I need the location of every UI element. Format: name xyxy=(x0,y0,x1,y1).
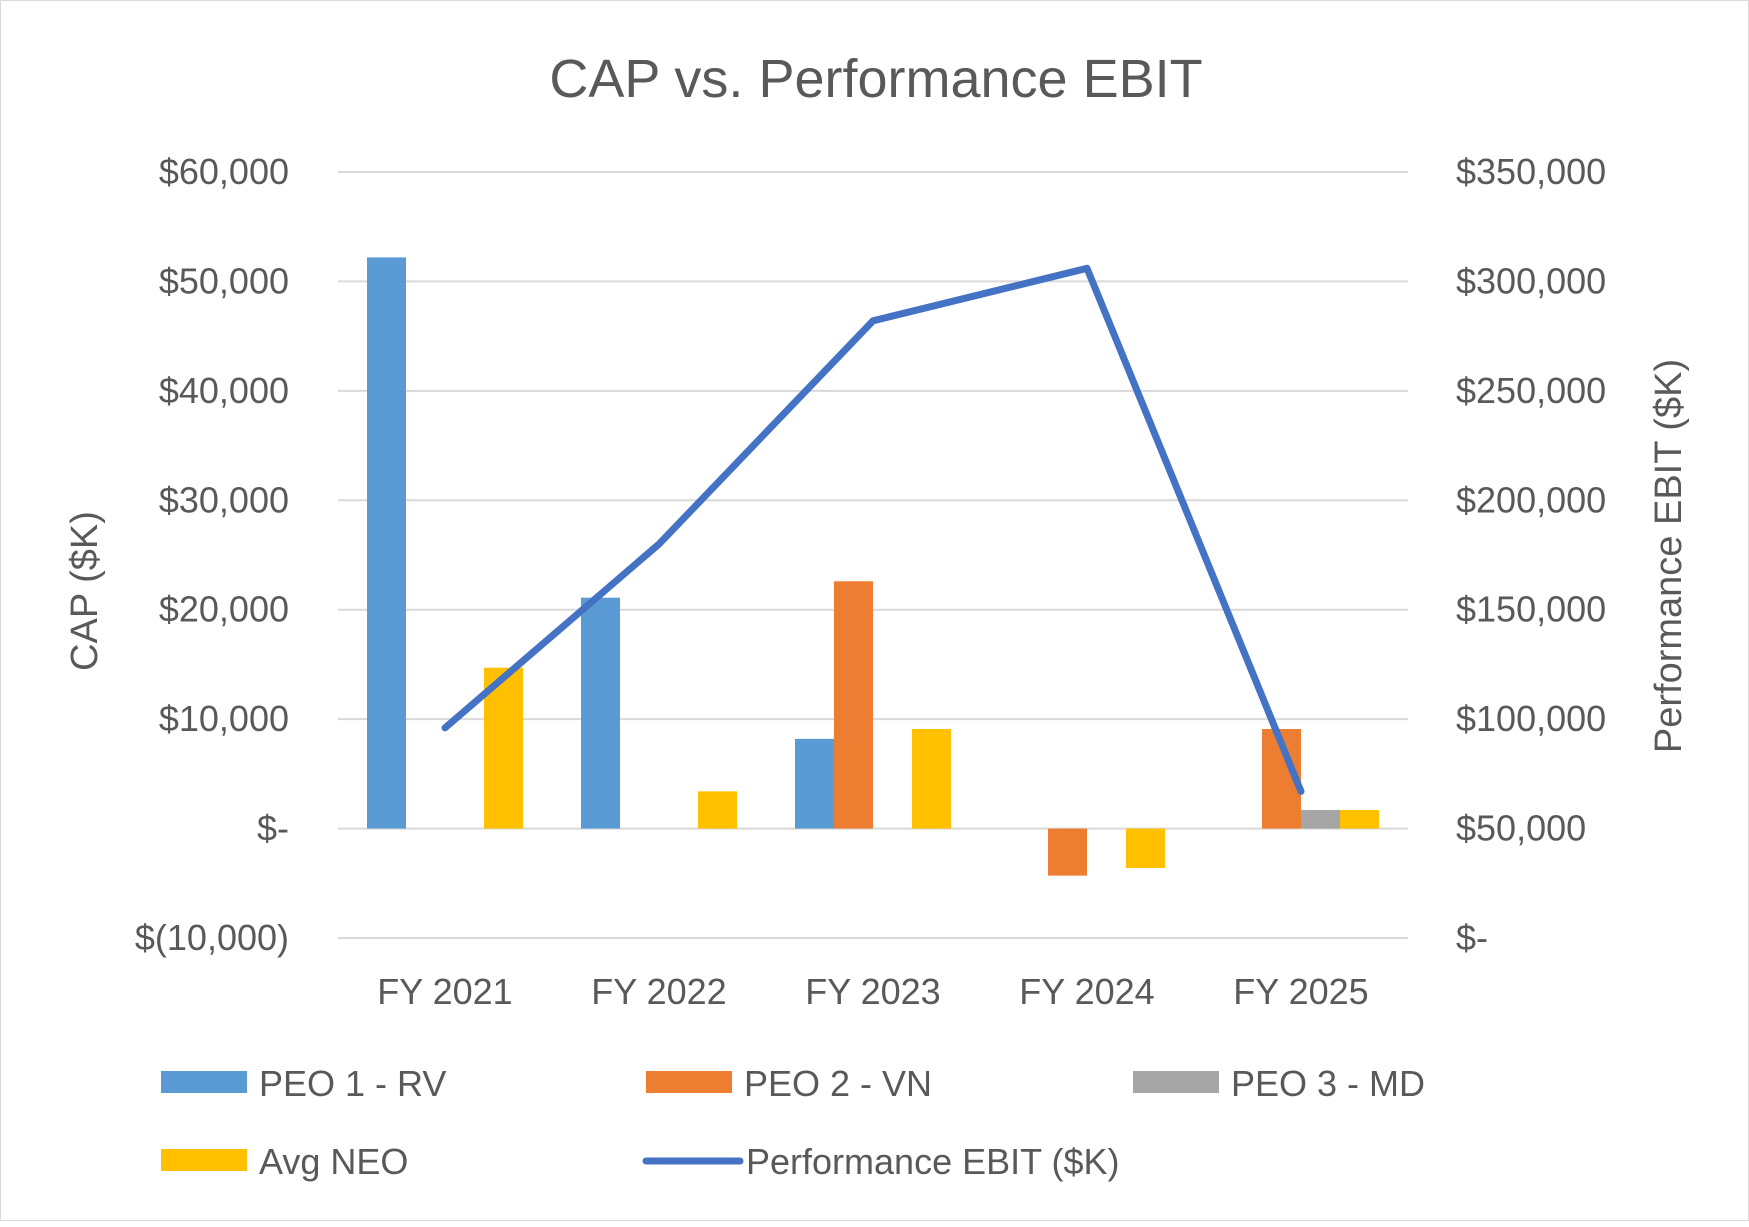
right-tick-label: $350,000 xyxy=(1456,151,1606,192)
bar xyxy=(367,257,406,829)
right-tick-label: $50,000 xyxy=(1456,808,1586,849)
legend-item: PEO 1 - RV xyxy=(161,1063,446,1104)
right-tick-label: $200,000 xyxy=(1456,479,1606,520)
x-tick-label: FY 2025 xyxy=(1233,971,1368,1012)
right-tick-label: $150,000 xyxy=(1456,589,1606,630)
legend-item: PEO 3 - MD xyxy=(1133,1063,1425,1104)
left-tick-label: $- xyxy=(257,808,289,849)
left-axis: $(10,000) $- $10,000 $20,000 $30,000 $40,000 $… xyxy=(135,151,289,958)
right-tick-label: $300,000 xyxy=(1456,260,1606,301)
left-tick-label: $(10,000) xyxy=(135,917,289,958)
legend-label: PEO 1 - RV xyxy=(259,1063,446,1104)
legend-label: Avg NEO xyxy=(259,1141,408,1182)
bar xyxy=(912,728,951,829)
left-axis-title: CAP ($K) xyxy=(64,511,106,671)
legend-item: PEO 2 - VN xyxy=(646,1063,932,1104)
bar xyxy=(484,667,523,829)
bars xyxy=(367,257,1379,876)
x-tick-label: FY 2022 xyxy=(591,971,726,1012)
legend-swatch xyxy=(161,1071,247,1093)
right-axis-title: Performance EBIT ($K) xyxy=(1648,359,1690,753)
bar xyxy=(1048,828,1087,876)
left-tick-label: $30,000 xyxy=(159,479,289,520)
line-series xyxy=(441,264,1305,795)
right-tick-label: $- xyxy=(1456,917,1488,958)
x-axis: FY 2021 FY 2022 FY 2023 FY 2024 FY 2025 xyxy=(377,971,1368,1012)
left-tick-label: $10,000 xyxy=(159,698,289,739)
x-tick-label: FY 2021 xyxy=(377,971,512,1012)
bar xyxy=(698,791,737,829)
x-tick-label: FY 2024 xyxy=(1019,971,1154,1012)
right-axis: $- $50,000 $100,000 $150,000 $200,000 $250,00… xyxy=(1456,151,1606,958)
legend: PEO 1 - RV PEO 2 - VN PEO 3 - MD Avg NEO Per… xyxy=(161,1063,1425,1182)
bar xyxy=(834,581,873,829)
bar xyxy=(1126,828,1165,868)
legend-label: PEO 3 - MD xyxy=(1231,1063,1425,1104)
x-tick-label: FY 2023 xyxy=(805,971,940,1012)
left-tick-label: $40,000 xyxy=(159,370,289,411)
ebit-point xyxy=(444,726,446,729)
bar xyxy=(1340,809,1379,829)
chart-title: CAP vs. Performance EBIT xyxy=(549,49,1202,109)
right-tick-label: $100,000 xyxy=(1456,698,1606,739)
right-tick-label: $250,000 xyxy=(1456,370,1606,411)
legend-swatch xyxy=(646,1071,732,1093)
legend-swatch xyxy=(1133,1071,1219,1093)
legend-swatch xyxy=(161,1149,247,1171)
ebit-point xyxy=(1300,790,1302,793)
bar xyxy=(581,597,620,829)
bar xyxy=(795,738,834,829)
left-tick-label: $20,000 xyxy=(159,589,289,630)
ebit-point xyxy=(1086,267,1088,270)
ebit-point xyxy=(658,543,660,546)
legend-item: Performance EBIT ($K) xyxy=(642,1141,1119,1182)
left-tick-label: $60,000 xyxy=(159,151,289,192)
bar xyxy=(1301,809,1340,829)
legend-label: Performance EBIT ($K) xyxy=(746,1141,1119,1182)
left-tick-label: $50,000 xyxy=(159,260,289,301)
legend-item: Avg NEO xyxy=(161,1141,408,1182)
legend-label: PEO 2 - VN xyxy=(744,1063,932,1104)
ebit-point xyxy=(872,319,874,322)
